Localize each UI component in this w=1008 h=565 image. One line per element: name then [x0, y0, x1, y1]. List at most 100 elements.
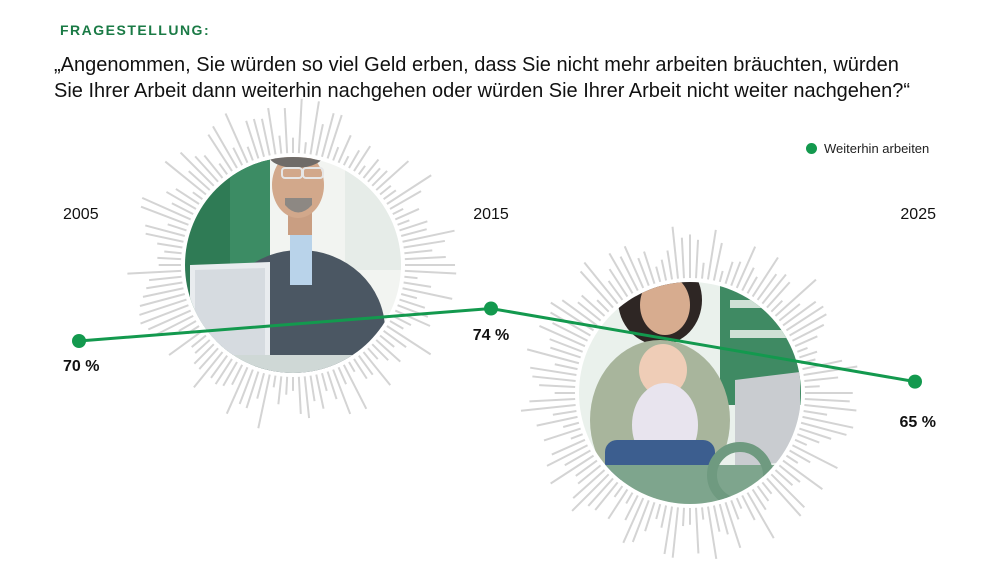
burst-ray [730, 500, 740, 520]
burst-ray [203, 154, 224, 179]
data-label-2015: 74 % [473, 327, 509, 344]
x-tick-label-2025: 2025 [900, 206, 936, 223]
burst-ray [619, 256, 639, 291]
burst-ray [303, 142, 307, 154]
burst-ray [782, 300, 817, 327]
burst-ray [348, 149, 361, 169]
burst-ray [332, 146, 340, 161]
burst-ray [309, 101, 320, 155]
burst-ray [770, 473, 806, 509]
burst-ray [402, 229, 455, 243]
legend: Weiterhin arbeiten [806, 141, 929, 156]
burst-ray [774, 278, 817, 317]
burst-ray [379, 184, 392, 196]
burst-ray [342, 155, 350, 166]
burst-ray [803, 365, 858, 376]
burst-ray [583, 261, 619, 305]
burst-ray [297, 376, 302, 414]
burst-ray [267, 107, 277, 155]
burst-ray [285, 376, 289, 395]
burst-ray [389, 320, 404, 330]
data-label-2005: 70 % [63, 358, 99, 375]
burst-ray [741, 267, 755, 291]
burst-ray [231, 364, 244, 386]
burst-ray [718, 270, 724, 283]
burst-ray [315, 124, 324, 156]
burst-ray [337, 366, 347, 385]
burst-ray [789, 313, 827, 337]
burst-ray [724, 502, 742, 549]
burst-ray [581, 294, 606, 317]
burst-ray [214, 358, 233, 385]
burst-ray [782, 459, 823, 490]
burst-ray [257, 374, 271, 429]
burst-ray [194, 155, 219, 183]
burst-ray [321, 372, 328, 392]
burst-ray [532, 375, 576, 382]
burst-ray [309, 375, 316, 402]
burst-ray [394, 309, 431, 327]
burst-ray [164, 160, 207, 196]
burst-ray [194, 339, 211, 354]
burst-ray [607, 488, 629, 520]
burst-ray [127, 269, 182, 275]
burst-ray [362, 158, 380, 179]
burst-ray [379, 334, 395, 348]
burst-ray [579, 270, 614, 309]
burst-ray [198, 347, 219, 370]
burst-ray [803, 410, 828, 416]
burst-ray [526, 348, 580, 365]
burst-ray [315, 374, 325, 409]
burst-ray [804, 385, 820, 388]
burst-ray [157, 256, 182, 261]
burst-ray [756, 273, 778, 301]
burst-ray [178, 320, 197, 332]
burst-ray [171, 202, 194, 216]
burst-ray [212, 125, 238, 169]
burst-ray [222, 361, 238, 387]
burst-ray [358, 355, 374, 376]
burst-ray [751, 488, 767, 511]
data-labels: 70 % 74 % 65 % [63, 327, 936, 431]
burst-ray [140, 304, 189, 325]
burst-ray [799, 350, 818, 359]
burst-ray [321, 112, 335, 158]
burst-ray [383, 189, 397, 200]
x-tick-label-2005: 2005 [63, 206, 99, 223]
burst-ray [666, 250, 673, 280]
burst-ray [147, 309, 192, 331]
burst-ray [682, 507, 685, 527]
burst-ray [252, 118, 265, 158]
burst-ray [730, 261, 742, 286]
burst-ray [348, 361, 356, 373]
burst-ray [530, 366, 577, 376]
burst-ray [232, 147, 244, 166]
burst-ray [392, 207, 404, 216]
burst-ray [245, 371, 260, 409]
burst-ray [552, 322, 588, 342]
burst-ray [164, 250, 182, 255]
burst-ray [799, 427, 832, 440]
burst-ray [224, 113, 249, 164]
burst-ray [756, 485, 770, 502]
burst-ray [539, 325, 586, 348]
burst-ray [549, 311, 591, 337]
burst-ray [394, 207, 420, 221]
burst-ray [660, 259, 668, 281]
burst-ray [188, 170, 211, 191]
burst-ray [210, 355, 228, 379]
burst-ray [608, 252, 634, 294]
burst-ray [552, 410, 577, 416]
burst-ray [140, 205, 189, 226]
burst-ray [577, 464, 602, 485]
burst-ray [399, 298, 426, 309]
burst-ray [326, 114, 343, 159]
burst-ray [246, 146, 254, 161]
burst-ray [792, 323, 825, 342]
burst-ray [724, 261, 734, 284]
burst-ray [283, 108, 289, 154]
burst-ray [622, 497, 645, 544]
burst-ray [139, 293, 186, 307]
burst-ray [794, 335, 818, 348]
